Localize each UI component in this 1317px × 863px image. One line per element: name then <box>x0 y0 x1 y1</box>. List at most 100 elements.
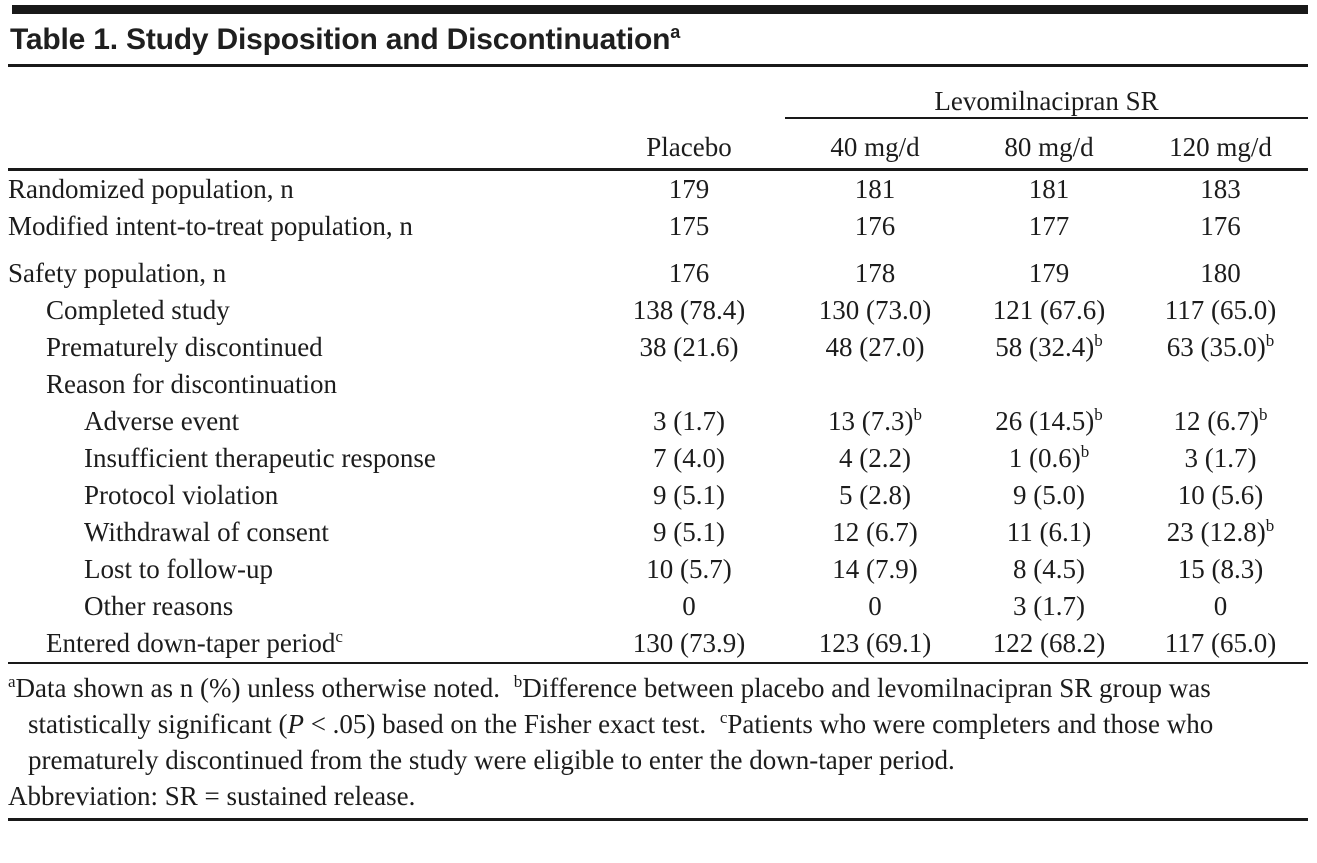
table-row-insufficient-response: Insufficient therapeutic response 7 (4.0… <box>8 440 1308 477</box>
cell: 9 (5.1) <box>653 480 725 510</box>
cell: 180 <box>1200 258 1241 288</box>
row-label: Prematurely discontinued <box>46 332 323 362</box>
footnote-a-text: Data shown as n (%) unless otherwise not… <box>15 673 500 703</box>
cell: 0 <box>1213 591 1228 621</box>
column-header-placebo: Placebo <box>593 118 785 171</box>
cell: 183 <box>1200 174 1241 204</box>
cell: 175 <box>668 211 710 241</box>
footnote-b-text: Difference between placebo and levomilna… <box>28 673 1211 739</box>
cell: 26 (14.5)b <box>995 405 1103 436</box>
cell: 9 (5.1) <box>653 517 725 547</box>
column-group-row: Levomilnacipran SR <box>8 67 1308 119</box>
cell: 3 (1.7) <box>1013 591 1085 621</box>
table-top-rule <box>12 5 1308 14</box>
table-row-modified-itt: Modified intent-to-treat population, n 1… <box>8 208 1308 245</box>
cell: 176 <box>854 211 896 241</box>
cell: 38 (21.6) <box>639 332 739 362</box>
column-header-80mgd: 80 mg/d <box>965 118 1133 171</box>
cell: 138 (78.4) <box>632 295 746 325</box>
table-row-other-reasons: Other reasons 0 0 3 (1.7) 0 <box>8 588 1308 625</box>
cell <box>593 366 785 403</box>
cell <box>965 366 1133 403</box>
cell: 4 (2.2) <box>839 443 911 473</box>
column-header-120mgd: 120 mg/d <box>1133 118 1308 171</box>
cell: 122 (68.2) <box>992 628 1106 658</box>
cell: 1 (0.6)b <box>1008 442 1090 473</box>
cell: 117 (65.0) <box>1164 628 1277 658</box>
footnote-main: aData shown as n (%) unless otherwise no… <box>8 670 1308 778</box>
cell: 10 (5.7) <box>646 554 732 584</box>
cell: 0 <box>868 591 882 621</box>
column-header-row: Placebo 40 mg/d 80 mg/d 120 mg/d <box>8 118 1308 171</box>
footnotes: aData shown as n (%) unless otherwise no… <box>8 664 1308 814</box>
table-row-entered-down-taper: Entered down-taper periodc 130 (73.9) 12… <box>8 625 1308 663</box>
cell: 58 (32.4)b <box>995 331 1103 362</box>
row-label: Entered down-taper periodc <box>46 627 343 658</box>
study-disposition-table: Levomilnacipran SR Placebo 40 mg/d 80 mg… <box>8 67 1308 664</box>
cell <box>1133 366 1308 403</box>
cell: 12 (6.7)b <box>1173 405 1268 436</box>
cell: 3 (1.7) <box>653 406 725 436</box>
cell: 48 (27.0) <box>825 332 925 362</box>
cell: 15 (8.3) <box>1177 554 1264 584</box>
table-row-withdrawal-of-consent: Withdrawal of consent 9 (5.1) 12 (6.7) 1… <box>8 514 1308 551</box>
cell: 177 <box>1028 211 1070 241</box>
row-label: Safety population, n <box>8 258 227 288</box>
cell: 5 (2.8) <box>839 480 911 510</box>
cell: 181 <box>854 174 896 204</box>
cell: 121 (67.6) <box>992 295 1106 325</box>
cell: 13 (7.3)b <box>828 405 922 436</box>
cell: 176 <box>1200 211 1241 241</box>
cell: 0 <box>682 591 696 621</box>
row-label: Modified intent-to-treat population, n <box>8 211 413 241</box>
label-superscript: c <box>335 627 343 646</box>
table-title-text: Table 1. Study Disposition and Discontin… <box>10 23 671 56</box>
cell: 178 <box>854 258 896 288</box>
row-label: Reason for discontinuation <box>46 369 337 399</box>
cell: 117 (65.0) <box>1164 295 1277 325</box>
cell: 130 (73.0) <box>818 295 932 325</box>
row-label: Lost to follow-up <box>84 554 273 584</box>
cell: 23 (12.8)b <box>1166 516 1275 547</box>
cell: 179 <box>668 174 710 204</box>
cell: 12 (6.7) <box>832 517 918 547</box>
table-row-safety-population: Safety population, n 176 178 179 180 <box>8 245 1308 292</box>
table-title: Table 1. Study Disposition and Discontin… <box>8 14 1308 67</box>
cell: 7 (4.0) <box>653 443 725 473</box>
column-group-header: Levomilnacipran SR <box>785 67 1308 119</box>
cell: 9 (5.0) <box>1013 480 1085 510</box>
row-label: Randomized population, n <box>8 174 294 204</box>
table-row-protocol-violation: Protocol violation 9 (5.1) 5 (2.8) 9 (5.… <box>8 477 1308 514</box>
footnote-a-marker: a <box>8 672 16 691</box>
table-row-reason-for-discontinuation: Reason for discontinuation <box>8 366 1308 403</box>
cell: 179 <box>1028 258 1070 288</box>
table-title-superscript: a <box>670 22 681 42</box>
row-label: Protocol violation <box>84 480 279 510</box>
column-header-40mgd: 40 mg/d <box>785 118 965 171</box>
row-label: Other reasons <box>84 591 234 621</box>
cell: 11 (6.1) <box>1006 517 1092 547</box>
cell <box>785 366 965 403</box>
cell: 8 (4.5) <box>1013 554 1085 584</box>
footnote-b-marker: b <box>513 672 523 691</box>
footnote-c-marker: c <box>719 708 728 727</box>
cell: 10 (5.6) <box>1177 480 1264 510</box>
row-label: Withdrawal of consent <box>84 517 329 547</box>
cell: 63 (35.0)b <box>1166 331 1275 362</box>
abbreviation-note: Abbreviation: SR = sustained release. <box>8 781 416 811</box>
table-row-completed-study: Completed study 138 (78.4) 130 (73.0) 12… <box>8 292 1308 329</box>
cell: 123 (69.1) <box>818 628 932 658</box>
footnote-p-value: P <box>287 709 304 739</box>
table-row-prematurely-discontinued: Prematurely discontinued 38 (21.6) 48 (2… <box>8 329 1308 366</box>
table-row-lost-to-follow-up: Lost to follow-up 10 (5.7) 14 (7.9) 8 (4… <box>8 551 1308 588</box>
table-row-randomized: Randomized population, n 179 181 181 183 <box>8 170 1308 209</box>
footnote-b-text-cont: < .05) based on the Fisher exact test. <box>303 709 707 739</box>
footnote-c-text: Patients who were completers and those w… <box>28 709 1214 775</box>
cell: 181 <box>1028 174 1070 204</box>
row-label: Completed study <box>46 295 230 325</box>
row-label: Adverse event <box>84 406 240 436</box>
table-row-adverse-event: Adverse event 3 (1.7) 13 (7.3)b 26 (14.5… <box>8 403 1308 440</box>
cell: 14 (7.9) <box>832 554 918 584</box>
row-label: Insufficient therapeutic response <box>84 443 436 473</box>
